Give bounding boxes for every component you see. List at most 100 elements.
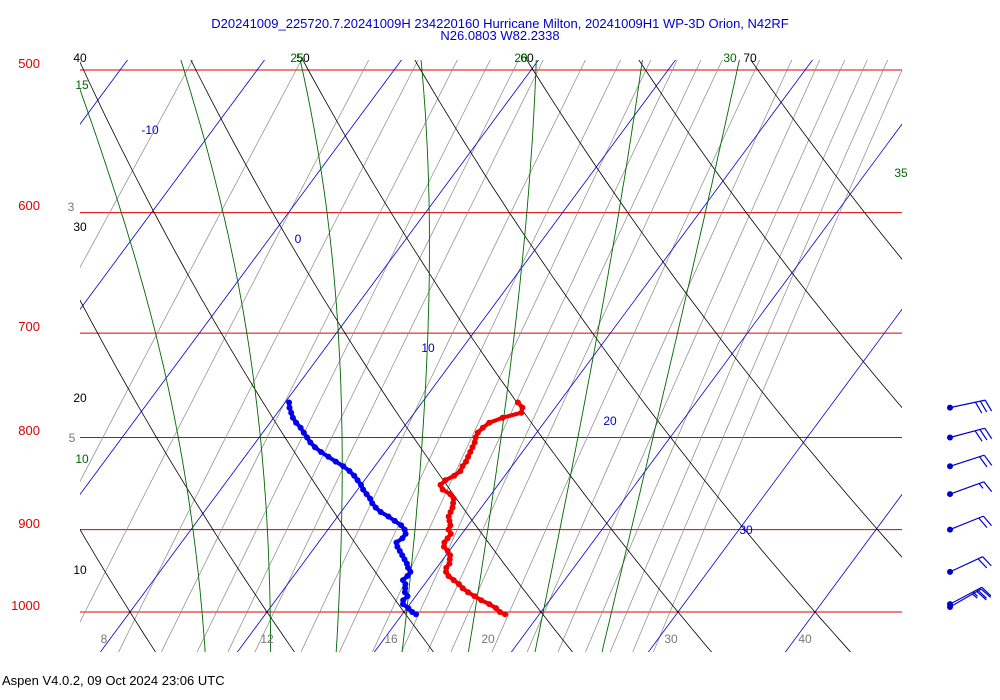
dewpoint-point xyxy=(398,522,405,529)
dewpoint-point xyxy=(288,409,295,416)
dewpoint-point xyxy=(401,526,408,533)
temperature-point xyxy=(447,491,454,498)
dewpoint-point xyxy=(293,419,300,426)
temperature-point xyxy=(465,589,471,596)
pressure-tick-label: 600 xyxy=(18,198,40,213)
pressure-tick-label: 500 xyxy=(18,56,40,71)
temperature-point xyxy=(444,535,451,542)
dewpoint-point xyxy=(300,429,307,436)
isotherm xyxy=(236,60,676,652)
isotherm xyxy=(80,60,402,496)
bottom-tick-label: 40 xyxy=(798,632,812,646)
dewpoint-point xyxy=(351,472,358,479)
moist-adiabat-label: 10 xyxy=(75,452,89,466)
temperature-point xyxy=(439,486,446,493)
dewpoint-line xyxy=(287,402,418,617)
isotherm-label: 20 xyxy=(603,414,617,428)
isotherm-label: -10 xyxy=(141,123,159,137)
dry-adiabat xyxy=(526,60,902,558)
wind-barbs xyxy=(947,399,993,610)
dewpoint-point xyxy=(391,517,398,524)
dewpoint-point xyxy=(346,468,353,474)
temperature-point xyxy=(465,453,472,460)
moist-adiabat xyxy=(467,60,537,652)
mixing-ratio-line xyxy=(401,60,678,652)
moist-adiabat-label: 35 xyxy=(894,166,908,180)
dewpoint-point xyxy=(297,424,304,431)
dewpoint-point xyxy=(304,434,311,441)
dewpoint-point xyxy=(367,495,374,502)
dry-adiabat-label: 30 xyxy=(73,220,87,234)
isotherm xyxy=(0,38,7,686)
mixing-ratio-line xyxy=(161,60,458,652)
isotherm xyxy=(647,308,902,652)
isotherm-label: 0 xyxy=(295,232,302,246)
temperature-point xyxy=(455,581,462,588)
temperature-point xyxy=(474,429,481,436)
pressure-tick-label: 900 xyxy=(18,516,40,531)
wind-barb xyxy=(947,427,993,442)
moist-adiabat-label: 25 xyxy=(290,51,304,65)
temperature-point xyxy=(493,605,499,612)
temperature-point xyxy=(459,585,466,592)
temperature-point xyxy=(496,609,503,615)
mixing-ratio-line xyxy=(585,60,846,652)
mixing-ratio-line xyxy=(526,60,793,652)
mixing-ratio-line xyxy=(118,60,419,652)
dry-adiabat xyxy=(80,299,295,652)
dewpoint-point xyxy=(286,404,293,411)
temperature-point xyxy=(450,577,457,584)
temperature-point xyxy=(471,593,478,600)
dry-adiabat-label: 50 xyxy=(296,51,310,65)
moist-adiabat xyxy=(534,60,643,652)
temperature-point xyxy=(443,564,450,571)
isotherm xyxy=(373,60,813,652)
dewpoint-point xyxy=(400,597,407,604)
moist-adiabat-label: 15 xyxy=(75,78,89,92)
dry-adiabat xyxy=(80,528,156,652)
temperature-point xyxy=(471,439,478,446)
dry-adiabat xyxy=(190,60,574,652)
dry-adiabat-label: 60 xyxy=(520,51,534,65)
temperature-point xyxy=(502,611,508,618)
isotherm xyxy=(80,60,265,310)
dry-adiabat-label: 20 xyxy=(73,391,87,405)
wind-barb xyxy=(947,454,993,470)
dewpoint-point xyxy=(385,513,392,520)
bottom-tick-label: 8 xyxy=(101,632,108,646)
pressure-tick-label: 700 xyxy=(18,319,40,334)
mixing-ratio-line xyxy=(491,60,761,652)
dry-adiabat xyxy=(638,60,902,409)
mixing-ratio-line xyxy=(300,60,586,652)
pressure-tick-label: 1000 xyxy=(11,598,40,613)
dewpoint-point xyxy=(405,605,412,612)
wind-barb xyxy=(947,399,993,414)
dewpoint-point xyxy=(399,535,406,542)
mixing-ratio-line xyxy=(652,69,902,652)
wind-barb xyxy=(947,588,992,610)
mixing-ratio-line xyxy=(80,60,194,269)
temperature-point xyxy=(499,414,506,421)
dewpoint-point xyxy=(312,444,318,451)
bottom-tick-label: 12 xyxy=(260,632,274,646)
axis-labels: 500 600 700 800 900 1000 8 12 16 20 30 40 -10 0 10 20 30… xyxy=(11,51,908,646)
dewpoint-point xyxy=(286,399,293,406)
dewpoint-point xyxy=(409,609,416,615)
dewpoint-point xyxy=(318,449,324,455)
temperature-point xyxy=(450,495,457,502)
dewpoint-point xyxy=(354,477,361,484)
moist-adiabat-label: 20 xyxy=(514,51,528,65)
temperature-point xyxy=(449,504,456,511)
temperature-point xyxy=(478,597,485,604)
moist-adiabat xyxy=(601,60,740,652)
mixing-ratio-label: 3 xyxy=(68,200,75,214)
moist-adiabat-label: 30 xyxy=(723,51,737,65)
dewpoint-point xyxy=(325,453,332,460)
temperature-point xyxy=(467,449,474,455)
background-grid xyxy=(0,38,902,686)
moist-adiabat xyxy=(180,60,272,652)
isotherm xyxy=(99,60,539,652)
temperature-point xyxy=(518,409,525,416)
temperature-point xyxy=(437,481,444,488)
